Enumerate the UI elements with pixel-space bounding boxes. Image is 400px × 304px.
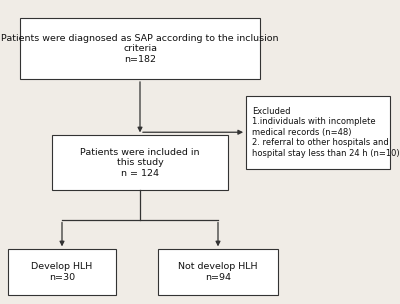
- Bar: [20, 18, 260, 79]
- Text: Not develop HLH
n=94: Not develop HLH n=94: [178, 262, 258, 282]
- Text: Develop HLH
n=30: Develop HLH n=30: [31, 262, 93, 282]
- Bar: [52, 135, 228, 190]
- Bar: [158, 249, 278, 295]
- Bar: [8, 249, 116, 295]
- Text: Excluded
1.individuals with incomplete
medical records (n=48)
2. referral to oth: Excluded 1.individuals with incomplete m…: [252, 107, 400, 157]
- Text: Patients were diagnosed as SAP according to the inclusion
criteria
n=182: Patients were diagnosed as SAP according…: [1, 34, 279, 64]
- Bar: [246, 96, 390, 169]
- Text: Patients were included in
this study
n = 124: Patients were included in this study n =…: [80, 148, 200, 178]
